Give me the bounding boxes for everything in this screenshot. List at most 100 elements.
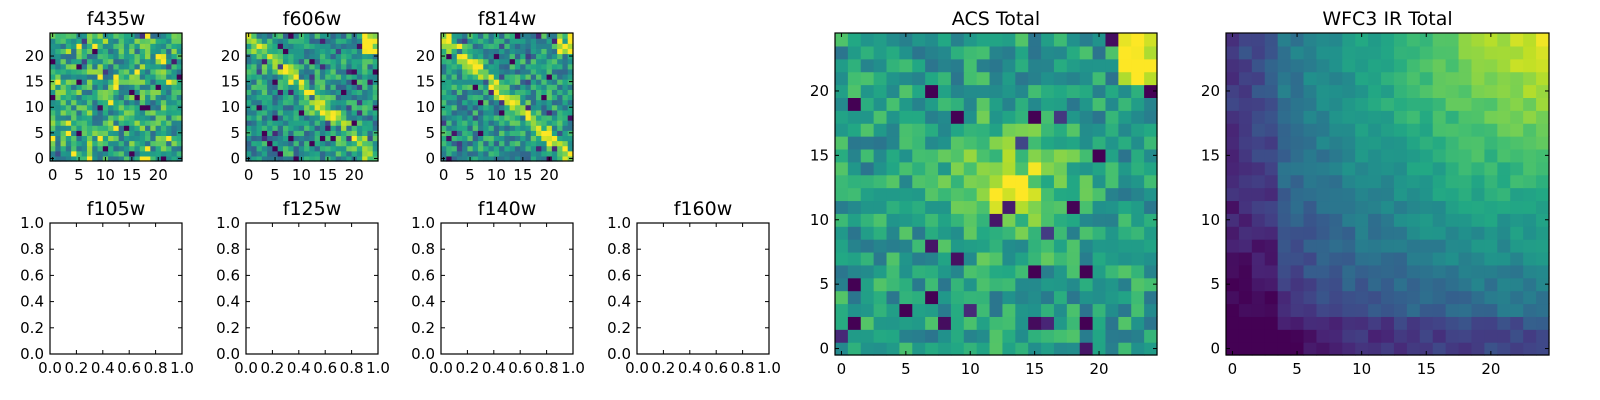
heatmap-cell — [367, 114, 374, 121]
heatmap-cell — [1523, 251, 1537, 266]
heatmap-cell — [467, 73, 474, 80]
heatmap-cell — [963, 97, 978, 111]
heatmap-cell — [963, 174, 978, 189]
heatmap-cell — [1316, 161, 1330, 176]
heatmap-cell — [319, 145, 326, 152]
heatmap-cell — [60, 104, 67, 111]
y-tick-label: 0.2 — [607, 319, 631, 337]
heatmap-cell — [520, 48, 527, 55]
heatmap-cell — [367, 53, 374, 60]
heatmap-cell — [351, 73, 358, 80]
heatmap-cell — [176, 73, 183, 80]
heatmap-cell — [319, 99, 326, 106]
heatmap-cell — [341, 109, 347, 116]
heatmap-cell — [886, 329, 900, 343]
heatmap-cell — [1092, 290, 1107, 305]
heatmap-cell — [335, 33, 342, 39]
heatmap-cell — [1393, 123, 1408, 137]
heatmap-cell — [1066, 200, 1081, 214]
heatmap-cell — [567, 84, 574, 90]
heatmap-cell — [925, 251, 939, 266]
heatmap-cell — [1053, 226, 1068, 240]
heatmap-cell — [76, 68, 83, 75]
heatmap-cell — [509, 89, 516, 96]
heatmap-cell — [1053, 174, 1068, 189]
heatmap-cell — [139, 145, 146, 152]
heatmap-cell — [60, 73, 67, 80]
heatmap-cell — [557, 63, 564, 70]
heatmap-cell — [1226, 71, 1240, 86]
heatmap-cell — [1053, 45, 1068, 60]
heatmap-cell — [261, 68, 268, 75]
heatmap-cell — [267, 63, 273, 70]
heatmap-cell — [451, 99, 458, 106]
heatmap-cell — [134, 114, 141, 121]
heatmap-cell — [314, 114, 321, 121]
heatmap-cell — [1118, 71, 1132, 86]
heatmap-cell — [330, 63, 337, 70]
heatmap-cell — [451, 68, 458, 75]
heatmap-cell — [1015, 33, 1029, 47]
heatmap-cell — [60, 145, 67, 152]
heatmap-cell — [65, 58, 72, 65]
heatmap-cell — [256, 33, 263, 39]
heatmap-cell — [1393, 136, 1408, 150]
heatmap-cell — [1079, 239, 1094, 253]
heatmap-cell — [1406, 187, 1421, 202]
heatmap-cell — [319, 155, 326, 162]
heatmap-cell — [493, 63, 500, 70]
heatmap-cell — [1342, 84, 1356, 98]
heatmap-cell — [267, 38, 273, 44]
heatmap-cell — [150, 43, 157, 49]
heatmap-cell — [65, 84, 72, 90]
heatmap-cell — [1329, 213, 1343, 227]
heatmap-cell — [330, 38, 337, 44]
heatmap-cell — [118, 130, 125, 136]
heatmap-cell — [514, 155, 521, 162]
heatmap-cell — [1484, 45, 1498, 60]
heatmap-cell — [541, 73, 548, 80]
heatmap-cell — [55, 73, 62, 80]
heatmap-cell — [989, 161, 1004, 176]
heatmap-cell — [314, 58, 321, 65]
heatmap-cell — [1342, 303, 1356, 317]
heatmap-cell — [1510, 161, 1524, 176]
heatmap-cell — [525, 38, 532, 44]
heatmap-cell — [520, 73, 527, 80]
heatmap-cell — [155, 53, 162, 60]
heatmap-cell — [118, 38, 125, 44]
x-tick-label: 0.8 — [340, 359, 364, 377]
heatmap-cell — [123, 104, 130, 111]
heatmap-cell — [65, 79, 72, 85]
heatmap-cell — [293, 125, 300, 131]
heatmap-cell — [1092, 161, 1107, 176]
heatmap-cell — [536, 114, 542, 121]
heatmap-cell — [1079, 303, 1094, 317]
heatmap-cell — [456, 43, 463, 49]
heatmap-cell — [509, 48, 516, 55]
heatmap-cell — [71, 94, 77, 101]
heatmap-cell — [97, 120, 104, 126]
heatmap-cell — [860, 264, 875, 279]
heatmap-cell — [551, 140, 558, 147]
heatmap-cell — [71, 125, 77, 131]
heatmap-cell — [441, 99, 447, 106]
heatmap-cell — [171, 140, 178, 147]
heatmap-cell — [536, 94, 542, 101]
heatmap-cell — [155, 73, 162, 80]
heatmap-cell — [462, 43, 468, 49]
heatmap-cell — [950, 251, 965, 266]
heatmap-cell — [525, 63, 532, 70]
heatmap-cell — [1342, 161, 1356, 176]
heatmap-cell — [1131, 251, 1145, 266]
heatmap-cell — [989, 136, 1004, 150]
heatmap-cell — [145, 99, 151, 106]
y-tick-label: 20 — [1201, 82, 1220, 100]
heatmap-cell — [1264, 123, 1279, 137]
heatmap-cell — [346, 48, 353, 55]
heatmap-cell — [514, 68, 521, 75]
heatmap-cell — [546, 73, 553, 80]
heatmap-cell — [1144, 277, 1158, 292]
heatmap-cell — [499, 79, 505, 85]
heatmap-cell — [65, 68, 72, 75]
